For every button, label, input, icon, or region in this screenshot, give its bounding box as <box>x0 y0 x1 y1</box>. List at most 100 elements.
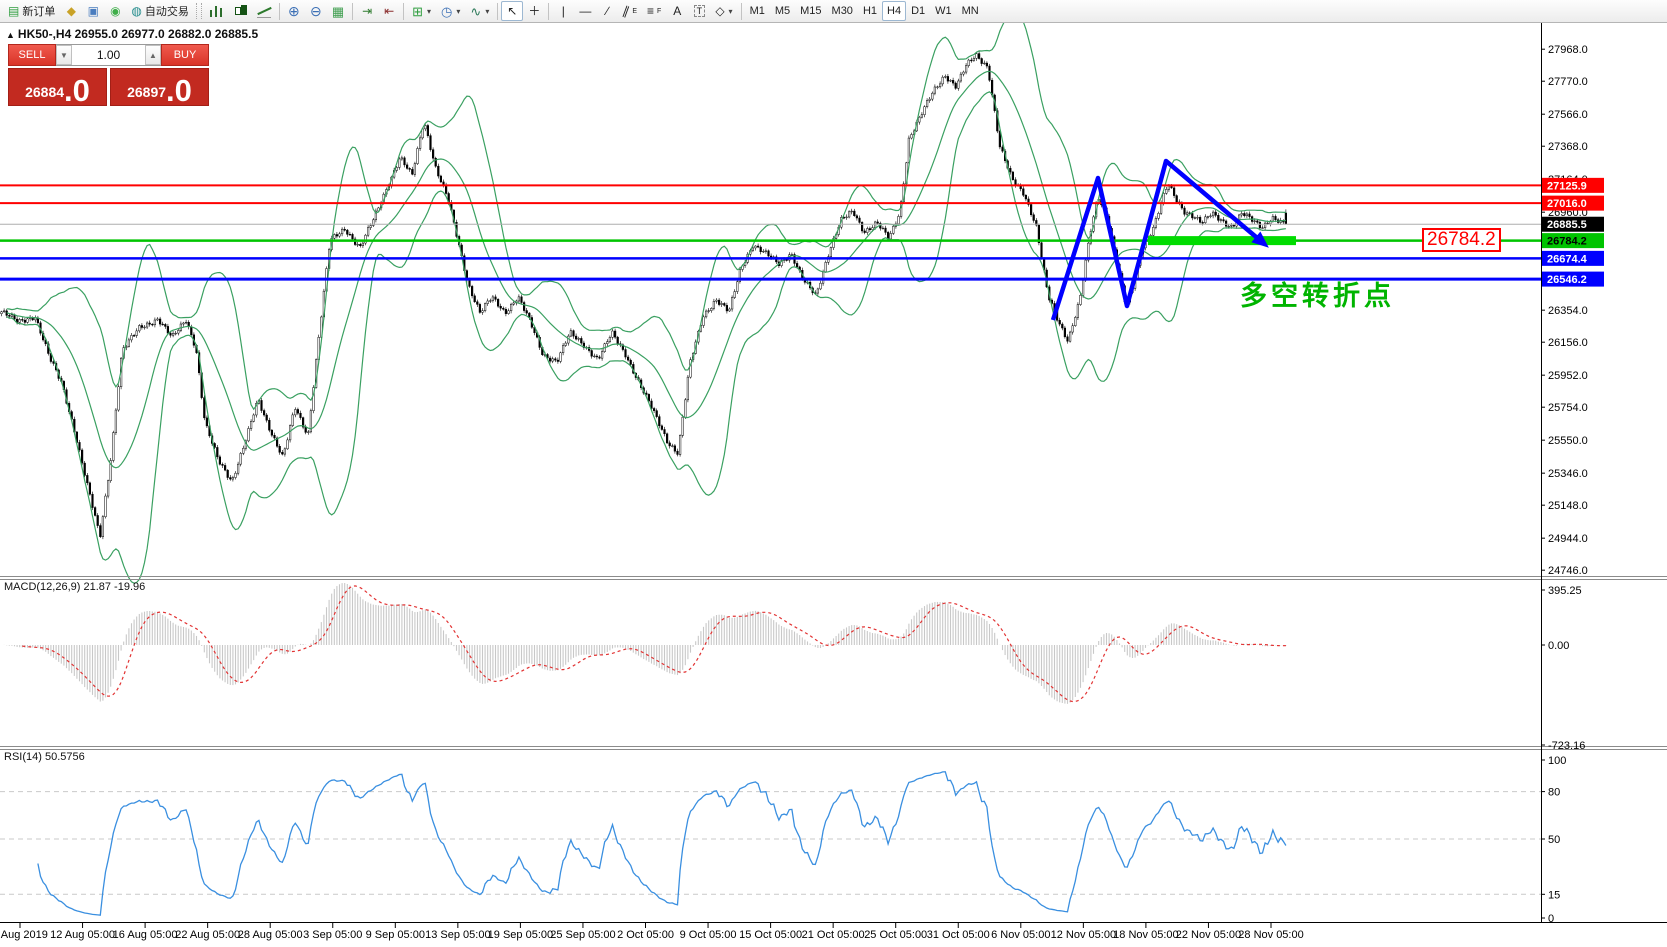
trendline-tool-button[interactable]: ∕ <box>596 1 618 21</box>
macd-axis-tick: 0.00 <box>1548 640 1569 652</box>
rsi-panel <box>0 771 1541 916</box>
buy-price-box[interactable]: 26897.0 <box>110 68 209 106</box>
price-line-badge: 26674.4 <box>1547 253 1588 265</box>
chart-shift-icon: ⇤ <box>384 4 395 18</box>
tile-windows-button[interactable]: ▦ <box>327 1 349 21</box>
toolbar-separator <box>740 2 742 20</box>
new-chart-button[interactable]: ⊞ ▾ <box>407 1 436 21</box>
crosshair-icon: ＋ <box>528 4 541 18</box>
autotrading-label: 自动交易 <box>144 6 189 18</box>
time-axis-label: 6 Aug 2019 <box>0 929 48 941</box>
sell-button[interactable]: SELL <box>8 44 56 66</box>
vertical-line-tool-button[interactable]: | <box>552 1 574 21</box>
timeframe-D1-button[interactable]: D1 <box>906 1 930 21</box>
price-axis-tick: 27368.0 <box>1548 141 1588 153</box>
timeframe-M30-button[interactable]: M30 <box>827 1 858 21</box>
volume-input[interactable]: 1.00 <box>96 48 121 62</box>
zoom-in-button[interactable]: ⊕ <box>283 1 305 21</box>
time-axis-label: 31 Oct 05:00 <box>927 929 990 941</box>
toolbar-separator <box>352 2 354 20</box>
rsi-axis-tick: 100 <box>1548 755 1566 767</box>
zigzag-arrow-line <box>1050 158 1264 321</box>
time-axis-label: 18 Nov 05:00 <box>1113 929 1178 941</box>
text-tool-button[interactable]: A <box>666 1 688 21</box>
indicators-button[interactable]: ∿ ▾ <box>465 1 494 21</box>
sell-price-main: 26884 <box>25 84 65 100</box>
horizontal-line-icon: — <box>579 4 592 18</box>
horizontal-line-tool-button[interactable]: — <box>574 1 596 21</box>
dropdown-caret-icon: ▾ <box>485 6 490 16</box>
line-chart-button[interactable] <box>252 1 276 21</box>
time-axis-label: 3 Sep 05:00 <box>303 929 362 941</box>
timeframe-MN-button[interactable]: MN <box>957 1 984 21</box>
rsi-indicator-label: RSI(14) 50.5756 <box>4 751 85 763</box>
timeframe-M15-button[interactable]: M15 <box>795 1 826 21</box>
collapse-panel-icon[interactable]: ▲ <box>6 30 15 40</box>
buy-price-main: 26897 <box>127 84 167 100</box>
label-tool-button[interactable]: T <box>688 1 710 21</box>
toolbar-separator <box>548 2 550 20</box>
turning-point-annotation: 多空转折点 <box>1240 281 1395 311</box>
price-axis-tick: 25346.0 <box>1548 468 1588 480</box>
chart-shift-button[interactable]: ⇤ <box>378 1 400 21</box>
candlestick-chart-button[interactable] <box>228 1 252 21</box>
price-axis-tick: 26354.0 <box>1548 305 1588 317</box>
bar-chart-icon <box>209 5 223 17</box>
arrows-icon: ◇ <box>715 4 725 18</box>
new-order-button[interactable]: ▤ 新订单 <box>3 1 60 21</box>
fibonacci-tool-button[interactable]: ≡ F <box>642 1 666 21</box>
dropdown-caret-icon: ▾ <box>728 6 733 16</box>
toolbar-separator <box>278 2 280 20</box>
timeframe-H4-button[interactable]: H4 <box>882 1 907 21</box>
time-axis-label: 16 Aug 05:00 <box>113 929 178 941</box>
price-axis-tick: 27566.0 <box>1548 109 1588 121</box>
channel-tool-button[interactable]: ∥ E <box>618 1 642 21</box>
period-button[interactable]: ◷ ▾ <box>436 1 465 21</box>
profiles-button[interactable]: ◆ <box>60 1 82 21</box>
arrows-tool-button[interactable]: ◇ ▾ <box>710 1 737 21</box>
terminal-button[interactable]: ▣ <box>82 1 104 21</box>
time-axis-label: 21 Oct 05:00 <box>802 929 865 941</box>
cursor-icon: ↖ <box>507 4 518 18</box>
crosshair-tool-button[interactable]: ＋ <box>523 1 545 21</box>
macd-signal-line <box>22 585 1286 703</box>
price-axis-tick: 24746.0 <box>1548 565 1588 577</box>
timeframe-H1-button[interactable]: H1 <box>858 1 882 21</box>
price-axis-tick: 26156.0 <box>1548 337 1588 349</box>
zoom-out-button[interactable]: ⊖ <box>305 1 327 21</box>
dropdown-caret-icon: ▾ <box>427 6 432 16</box>
auto-scroll-button[interactable]: ⇥ <box>356 1 378 21</box>
macd-axis-tick: 395.25 <box>1548 585 1582 597</box>
timeframe-M1-button[interactable]: M1 <box>745 1 770 21</box>
timeframe-M5-button[interactable]: M5 <box>770 1 795 21</box>
rsi-axis-tick: 0 <box>1548 913 1554 925</box>
bollinger-bands-layer <box>6 9 1286 584</box>
chart-frame <box>0 23 1667 923</box>
price-axis-tick: 27770.0 <box>1548 76 1588 88</box>
bar-chart-button[interactable] <box>204 1 228 21</box>
volume-decrease-button[interactable]: ▼ <box>56 45 72 65</box>
autotrading-icon: ◍ <box>131 4 142 18</box>
timeframe-W1-button[interactable]: W1 <box>930 1 957 21</box>
macd-panel <box>3 583 1287 704</box>
time-axis-label: 25 Oct 05:00 <box>864 929 927 941</box>
rsi-axis-tick: 50 <box>1548 834 1560 846</box>
buy-button[interactable]: BUY <box>161 44 209 66</box>
cursor-tool-button[interactable]: ↖ <box>501 1 524 21</box>
sell-price-box[interactable]: 26884.0 <box>8 68 107 106</box>
line-chart-icon <box>256 5 272 18</box>
rsi-axis-tick: 80 <box>1548 787 1560 799</box>
equidistant-channel-icon: ∥ <box>621 3 632 19</box>
price-tag-annotation: 26784.2 <box>1422 228 1501 252</box>
volume-increase-button[interactable]: ▲ <box>145 45 161 65</box>
time-axis-label: 9 Sep 05:00 <box>366 929 425 941</box>
sell-price-pips: .0 <box>64 73 90 108</box>
time-axis-label: 13 Sep 05:00 <box>425 929 490 941</box>
time-axis-label: 12 Aug 05:00 <box>50 929 115 941</box>
strategy-tester-button[interactable]: ◉ <box>104 1 126 21</box>
one-click-trading-panel: SELL ▼ 1.00 ▲ BUY 26884.0 26897.0 <box>8 44 209 106</box>
autotrading-button[interactable]: ◍ 自动交易 <box>126 1 193 21</box>
strategy-tester-icon: ◉ <box>110 4 121 18</box>
tile-windows-icon: ▦ <box>331 3 345 19</box>
